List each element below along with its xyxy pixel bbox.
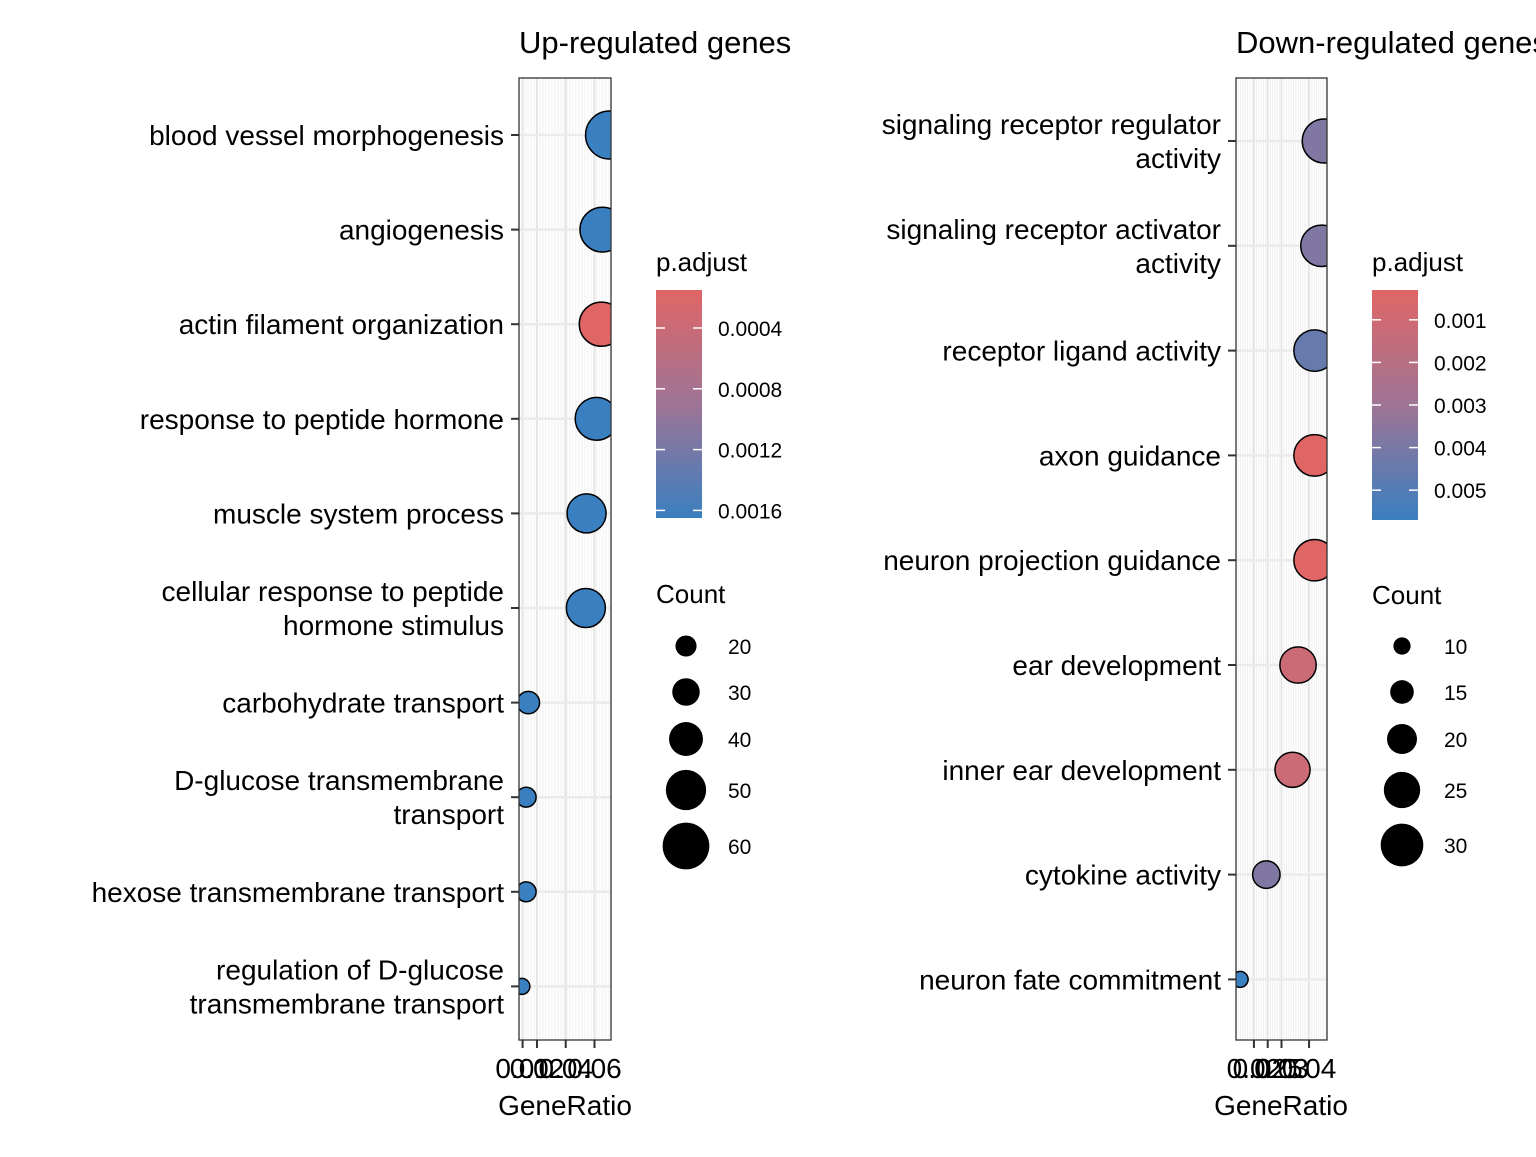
size-legend-key	[665, 769, 707, 811]
size-legend-label: 20	[1444, 729, 1467, 752]
x-axis-label: GeneRatio	[1214, 1090, 1348, 1121]
size-legend-label: 25	[1444, 780, 1467, 803]
y-tick-label: receptor ligand activity	[942, 336, 1221, 367]
data-point	[1274, 751, 1311, 789]
color-legend-label: 0.002	[1434, 352, 1487, 375]
size-legend-label: 10	[1444, 636, 1467, 659]
y-tick-label: neuron fate commitment	[919, 964, 1221, 995]
data-point	[1301, 118, 1327, 164]
color-legend-label: 0.004	[1434, 438, 1487, 461]
data-point	[519, 786, 537, 808]
size-legend-label: 30	[728, 682, 751, 705]
x-tick-label: 0.01	[495, 1053, 550, 1084]
color-bar	[656, 290, 702, 518]
color-legend-label: 0.003	[1434, 395, 1487, 418]
x-tick-label: 0.04	[538, 1053, 593, 1084]
x-tick-label: 0.06	[567, 1053, 622, 1084]
data-point	[1279, 646, 1317, 684]
chart-title: Down-regulated genes	[1236, 25, 1536, 60]
x-tick-label: 0.02	[1227, 1053, 1282, 1084]
x-tick-label: 0.03	[1254, 1053, 1309, 1084]
data-point	[574, 396, 611, 441]
color-legend-label: 0.0016	[718, 500, 782, 523]
panel-down: Down-regulated genes signaling receptor r…	[882, 25, 1536, 1121]
x-tick-label: 0.04	[1282, 1053, 1337, 1084]
data-point	[519, 977, 531, 996]
y-tick-label: muscle system process	[213, 498, 504, 529]
size-legend-title: Count	[656, 579, 726, 609]
y-tick-label: transport	[394, 799, 505, 830]
y-tick-label: activity	[1135, 143, 1221, 174]
size-legend-key	[675, 635, 697, 657]
color-legend-label: 0.005	[1434, 480, 1487, 503]
size-legend-label: 60	[728, 836, 751, 859]
data-point	[578, 301, 611, 348]
data-point	[1293, 433, 1327, 477]
size-legend-key	[669, 722, 703, 756]
x-axis-label: GeneRatio	[498, 1090, 632, 1121]
size-legend-key	[1383, 771, 1421, 809]
size-legend-key	[1380, 823, 1424, 867]
color-legend-label: 0.0008	[718, 379, 782, 402]
y-tick-label: blood vessel morphogenesis	[149, 120, 504, 151]
y-tick-label: ear development	[1012, 650, 1221, 681]
data-points	[1236, 118, 1327, 989]
size-legend-key	[1393, 637, 1411, 655]
size-legend-label: 50	[728, 780, 751, 803]
color-legend-title: p.adjust	[656, 247, 748, 277]
size-legend-label: 40	[728, 729, 751, 752]
data-point	[1251, 860, 1281, 890]
color-legend-label: 0.0012	[718, 440, 782, 463]
x-tick-label: 0.02	[510, 1053, 565, 1084]
y-tick-label: angiogenesis	[339, 215, 504, 246]
y-tick-label: actin filament organization	[179, 309, 504, 340]
data-points	[519, 110, 611, 996]
size-legend-label: 15	[1444, 682, 1467, 705]
size-legend-key	[1387, 724, 1417, 754]
data-point	[1293, 329, 1327, 373]
size-legend-key	[662, 822, 710, 870]
y-tick-label: cytokine activity	[1025, 860, 1221, 891]
data-point	[584, 110, 611, 160]
data-point	[1293, 538, 1327, 582]
y-tick-label: regulation of D-glucose	[216, 954, 504, 985]
y-tick-label: signaling receptor activator	[886, 214, 1221, 245]
data-point	[1300, 224, 1327, 268]
size-legend: Count 10 15 20 25 30	[1372, 580, 1467, 867]
color-legend: p.adjust 0.0004 0.0008 0.0012 0.0016	[656, 247, 783, 523]
y-tick-label: inner ear development	[942, 755, 1221, 786]
size-legend-key	[1390, 680, 1414, 704]
color-legend: p.adjust 0.001 0.002 0.003 0.004 0.005	[1372, 247, 1487, 520]
data-point	[566, 493, 607, 534]
y-tick-label: axon guidance	[1039, 440, 1221, 471]
size-legend: Count 20 30 40 50 60	[656, 579, 751, 870]
color-legend-label: 0.0004	[718, 318, 783, 341]
y-tick-label: hormone stimulus	[283, 610, 504, 641]
color-legend-label: 0.001	[1434, 310, 1487, 333]
data-point	[565, 587, 607, 629]
panel-up: Up-regulated genes blood vessel morphogen…	[92, 25, 792, 1121]
size-legend-title: Count	[1372, 580, 1442, 610]
data-point	[519, 690, 541, 715]
y-tick-label: carbohydrate transport	[222, 688, 504, 719]
x-tick-label: 0.025	[1233, 1053, 1303, 1084]
y-tick-label: neuron projection guidance	[883, 545, 1221, 576]
y-tick-label: transmembrane transport	[190, 988, 505, 1019]
y-tick-label: signaling receptor regulator	[882, 109, 1221, 140]
chart-title: Up-regulated genes	[519, 25, 791, 60]
data-point	[519, 881, 537, 903]
size-legend-key	[672, 678, 700, 706]
data-point	[579, 206, 611, 253]
size-legend-label: 20	[728, 636, 751, 659]
y-tick-label: response to peptide hormone	[140, 404, 504, 435]
color-legend-title: p.adjust	[1372, 247, 1464, 277]
y-tick-label: cellular response to peptide	[162, 576, 504, 607]
y-tick-label: hexose transmembrane transport	[92, 877, 505, 908]
size-legend-label: 30	[1444, 835, 1467, 858]
y-tick-label: D-glucose transmembrane	[174, 765, 504, 796]
data-point	[1236, 970, 1249, 989]
y-tick-label: activity	[1135, 248, 1221, 279]
